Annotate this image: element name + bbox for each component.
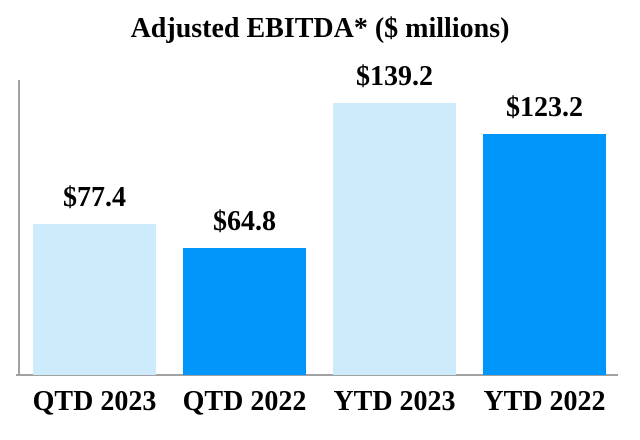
- x-axis-label: YTD 2022: [483, 386, 606, 417]
- bar-value-label: $123.2: [506, 92, 583, 123]
- x-axis-label: YTD 2023: [333, 386, 456, 417]
- bar: [183, 248, 306, 375]
- x-axis-label: QTD 2022: [182, 386, 307, 417]
- bar: [333, 103, 456, 375]
- chart-title: Adjusted EBITDA* ($ millions): [130, 13, 510, 44]
- x-axis-label: QTD 2023: [32, 386, 157, 417]
- bar-value-label: $139.2: [356, 61, 433, 92]
- bar: [33, 224, 156, 375]
- bar-value-label: $64.8: [213, 206, 276, 237]
- bar: [483, 134, 606, 375]
- bar-value-label: $77.4: [63, 182, 126, 213]
- y-axis-line: [18, 80, 20, 374]
- x-axis-line: [16, 374, 618, 376]
